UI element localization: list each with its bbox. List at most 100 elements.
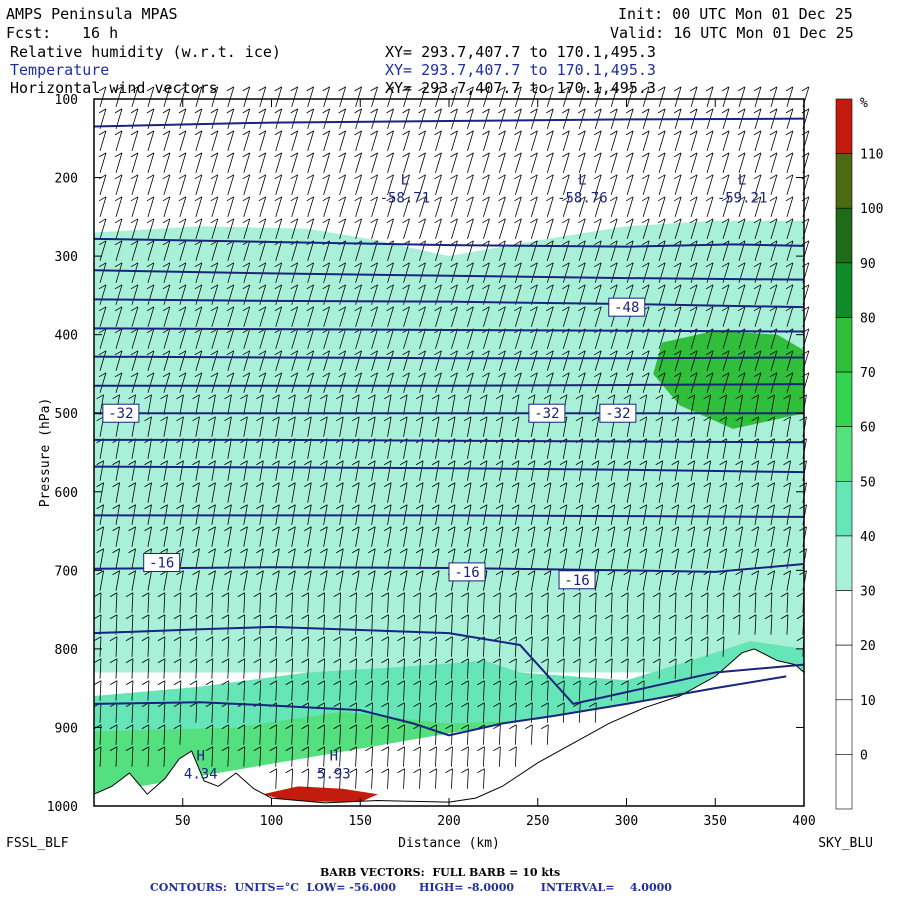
wind-barb xyxy=(467,746,469,767)
wind-barb-feather xyxy=(737,152,746,158)
wind-barb-feather xyxy=(716,636,725,642)
wind-barb-feather xyxy=(543,394,552,400)
wind-barb-feather xyxy=(383,460,392,466)
wind-barb xyxy=(195,482,200,503)
wind-barb-feather xyxy=(141,636,150,642)
wind-barb xyxy=(371,130,378,151)
wind-barb xyxy=(115,658,118,679)
wind-barb-feather xyxy=(463,504,472,510)
wind-barb xyxy=(706,218,714,239)
wind-barb-feather xyxy=(178,218,187,224)
wind-barb-feather xyxy=(479,460,488,466)
wind-barb-feather xyxy=(178,108,187,114)
wind-barb-feather xyxy=(304,394,312,400)
wind-barb xyxy=(610,658,613,679)
wind-barb xyxy=(99,548,104,569)
wind-barb-feather xyxy=(141,614,150,620)
wind-barb-feather xyxy=(461,614,469,620)
wind-barb-feather xyxy=(338,262,346,268)
wind-barb-feather xyxy=(557,592,565,598)
wind-barb-feather xyxy=(338,306,346,312)
wind-barb xyxy=(227,592,230,613)
wind-barb xyxy=(738,350,746,371)
wind-barb xyxy=(594,218,602,239)
wind-barb-feather xyxy=(370,262,378,268)
wind-barb xyxy=(419,306,426,327)
wind-barb-feather xyxy=(530,174,538,180)
wind-barb-feather xyxy=(450,284,458,290)
wind-barb xyxy=(259,680,262,701)
wind-barb xyxy=(371,394,376,415)
wind-barb xyxy=(562,86,570,107)
wind-barb-feather xyxy=(349,636,357,642)
wind-barb-feather xyxy=(434,130,442,136)
wind-barb xyxy=(435,372,442,393)
wind-barb xyxy=(403,350,410,371)
wind-barb xyxy=(355,482,360,503)
wind-barb-feather xyxy=(399,526,408,532)
wind-barb-feather xyxy=(146,174,155,180)
wind-barb xyxy=(227,174,235,195)
wind-barb-feather xyxy=(447,504,456,510)
field-name-rh: Relative humidity (w.r.t. ice) xyxy=(10,43,281,61)
wind-barb-feather xyxy=(130,306,139,312)
wind-barb xyxy=(115,328,123,349)
wind-barb xyxy=(770,240,778,261)
extremum-value: -58.76 xyxy=(557,191,608,207)
wind-barb xyxy=(690,196,698,217)
wind-barb xyxy=(578,658,581,679)
wind-barb-feather xyxy=(610,218,618,224)
wind-barb-feather xyxy=(625,284,634,290)
wind-barb-feather xyxy=(799,394,807,400)
wind-barb-feather xyxy=(162,174,171,180)
wind-barb-feather xyxy=(610,196,618,202)
wind-barb-feather xyxy=(205,680,214,686)
wind-barb xyxy=(275,306,283,327)
wind-barb xyxy=(163,372,171,393)
wind-barb xyxy=(371,262,378,283)
wind-barb-feather xyxy=(221,680,229,686)
wind-barb xyxy=(307,306,315,327)
wind-barb xyxy=(307,746,310,767)
wind-barb-feather xyxy=(796,636,805,642)
wind-barb-feather xyxy=(386,174,394,180)
wind-barb-feather xyxy=(625,218,634,224)
wind-barb xyxy=(754,416,759,437)
wind-barb xyxy=(514,130,522,151)
wind-barb-feather xyxy=(703,416,711,422)
wind-barb xyxy=(435,592,437,613)
wind-barb-feather xyxy=(112,460,120,466)
wind-barb-feather xyxy=(509,614,517,620)
colorbar-unit: % xyxy=(860,96,868,111)
wind-barb-feather xyxy=(288,482,296,488)
wind-barb xyxy=(275,152,283,173)
wind-barb xyxy=(243,460,248,481)
wind-barb-feather xyxy=(657,306,666,312)
wind-barb xyxy=(419,570,424,591)
wind-barb-feather xyxy=(317,680,325,686)
wind-barb-feather xyxy=(274,152,282,158)
wind-barb-feather xyxy=(429,658,437,664)
wind-barb-feather xyxy=(162,152,171,158)
wind-barb-feather xyxy=(189,658,198,664)
wind-barb xyxy=(498,636,501,657)
wind-barb xyxy=(195,548,200,569)
wind-barb-feather xyxy=(461,746,469,752)
wind-barb-feather xyxy=(144,482,152,488)
wind-barb xyxy=(131,746,134,767)
wind-barb xyxy=(451,240,458,261)
wind-barb xyxy=(403,262,410,283)
wind-barb-feather xyxy=(753,350,762,356)
wind-barb xyxy=(690,636,693,657)
wind-barb xyxy=(498,592,501,613)
wind-barb xyxy=(131,130,139,151)
wind-barb xyxy=(578,702,581,723)
wind-barb-feather xyxy=(240,526,248,532)
wind-barb-feather xyxy=(349,746,357,752)
wind-barb-feather xyxy=(178,306,187,312)
wind-barb-feather xyxy=(514,130,522,136)
wind-barb xyxy=(179,460,184,481)
wind-barb-feather xyxy=(495,570,504,576)
wind-barb xyxy=(227,702,230,723)
wind-barb xyxy=(403,218,410,239)
